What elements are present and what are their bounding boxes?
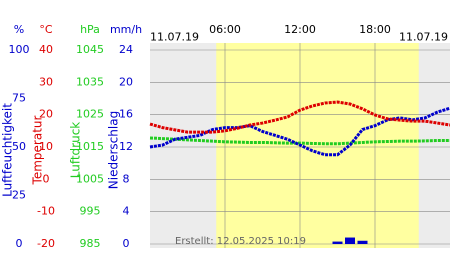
axis-title: Temperatur xyxy=(31,115,45,185)
y-tick-label: 75 xyxy=(12,92,26,105)
y-tick-label: 1025 xyxy=(76,108,104,121)
line xyxy=(149,136,450,146)
axis-unit: hPa xyxy=(80,23,100,36)
created-note: Erstellt: 12.05.2025 10:19 xyxy=(175,236,306,247)
line xyxy=(149,100,450,134)
line xyxy=(149,106,450,157)
y-tick-label: -20 xyxy=(37,237,55,250)
y-tick-label: 0 xyxy=(43,172,50,185)
y-tick-label: 1045 xyxy=(76,43,104,56)
y-tick-label: 4 xyxy=(123,205,130,218)
y-tick-label: 12 xyxy=(119,140,133,153)
axis-unit: % xyxy=(14,23,24,36)
axis-unit: mm/h xyxy=(110,23,142,36)
y-tick-label: 1015 xyxy=(76,140,104,153)
date-right: 11.07.19 xyxy=(399,31,448,44)
date-left: 11.07.19 xyxy=(150,31,199,44)
y-tick-label: -10 xyxy=(37,205,55,218)
y-tick-label: 16 xyxy=(119,108,133,121)
y-tick-label: 0 xyxy=(123,237,130,250)
y-tick-label: 40 xyxy=(39,43,53,56)
x-tick-label: 06:00 xyxy=(209,23,241,36)
y-tick-label: 0 xyxy=(16,237,23,250)
y-tick-label: 24 xyxy=(119,43,133,56)
y-tick-label: 100 xyxy=(9,43,30,56)
x-tick-label: 12:00 xyxy=(284,23,316,36)
y-tick-label: 995 xyxy=(80,205,101,218)
y-tick-label: 8 xyxy=(123,172,130,185)
axis-unit: °C xyxy=(39,23,53,36)
y-tick-label: 985 xyxy=(80,237,101,250)
y-tick-label: 1005 xyxy=(76,172,104,185)
y-tick-label: 30 xyxy=(39,75,53,88)
y-tick-label: 1035 xyxy=(76,75,104,88)
y-tick-label: 10 xyxy=(39,140,53,153)
axis-title: Luftdruck xyxy=(69,122,83,179)
y-tick-label: 20 xyxy=(119,75,133,88)
axis-title: Niederschlag xyxy=(107,111,121,189)
y-tick-label: 50 xyxy=(12,140,26,153)
bar xyxy=(332,241,343,244)
bar xyxy=(345,237,355,244)
bar xyxy=(357,240,368,244)
daylight xyxy=(216,43,419,248)
axis-title: Luftfeuchtigkeit xyxy=(1,103,15,197)
x-tick-label: 18:00 xyxy=(359,23,391,36)
y-tick-label: 20 xyxy=(39,108,53,121)
y-tick-label: 25 xyxy=(12,189,26,202)
